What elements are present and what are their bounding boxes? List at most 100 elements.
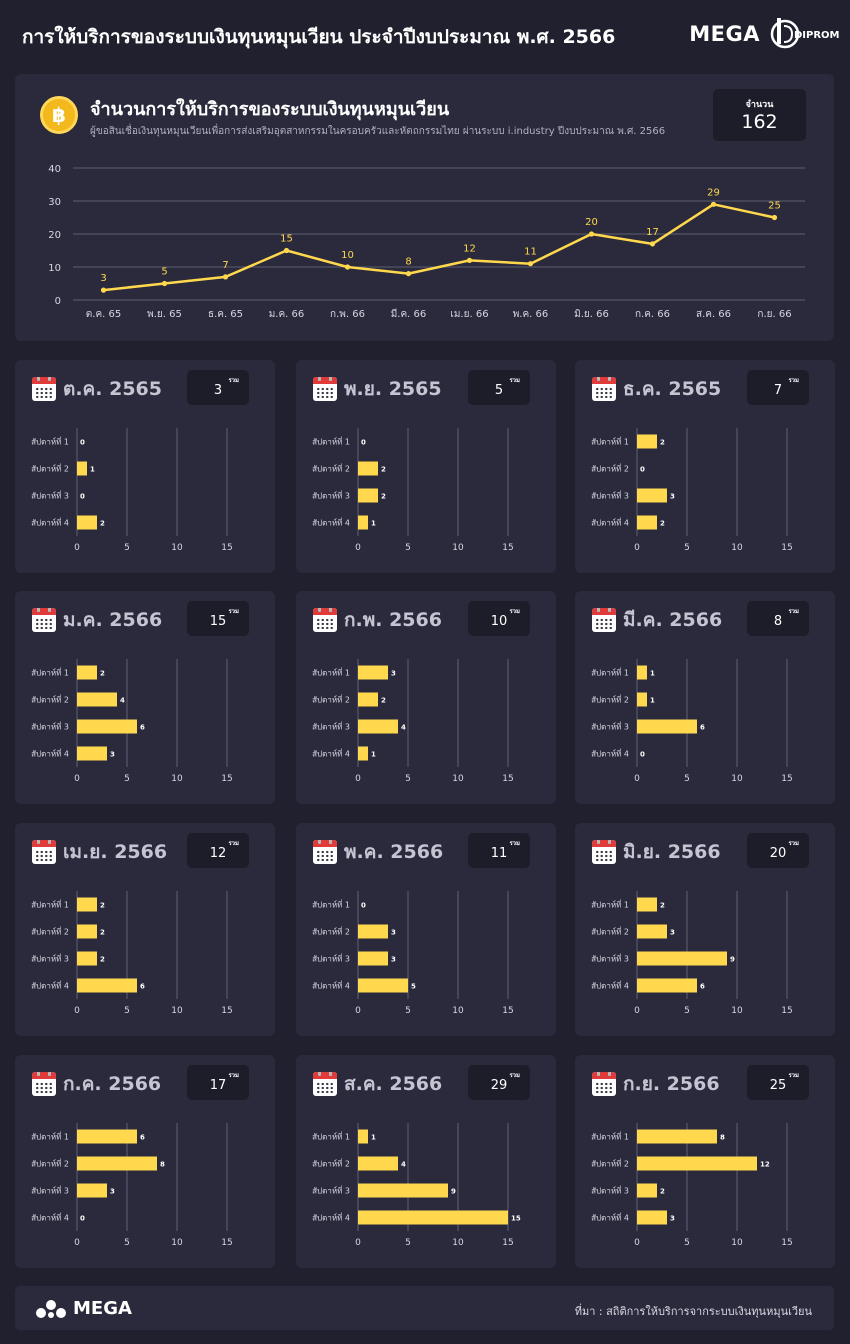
- month-total-value: 7: [773, 383, 783, 398]
- x-tick-label: ก.ย. 66: [757, 309, 791, 320]
- month-total-value: 11: [490, 846, 508, 861]
- week-label: สัปดาห์ที่ 1: [312, 1131, 350, 1142]
- x-tick-label: 10: [452, 1006, 464, 1016]
- week-bar: [637, 1183, 657, 1198]
- week-label: สัปดาห์ที่ 2: [31, 463, 69, 474]
- month-total-label: รวม: [509, 377, 520, 384]
- month-total-label: รวม: [509, 840, 520, 847]
- bar-value-label: 5: [411, 983, 416, 991]
- month-title: ก.พ. 2566: [344, 609, 442, 631]
- week-label: สัปดาห์ที่ 3: [31, 1185, 69, 1196]
- bar-value-label: 6: [140, 983, 145, 991]
- month-card: มิ.ย. 2566 รวม 20 0 5 10 15 สัปดาห์ที่ 1 2 สัปดาห…: [575, 823, 835, 1036]
- week-label: สัปดาห์ที่ 2: [31, 694, 69, 705]
- week-bar: [358, 1210, 508, 1225]
- x-tick-label: พ.ค. 66: [513, 309, 549, 320]
- month-card: ต.ค. 2565 รวม 3 0 5 10 15 สัปดาห์ที่ 1 0 สัปดาห์ท…: [15, 360, 275, 573]
- week-label: สัปดาห์ที่ 2: [312, 1158, 350, 1169]
- week-label: สัปดาห์ที่ 1: [591, 436, 629, 447]
- header-brand: MEGA DIPROM: [689, 14, 840, 54]
- bar-value-label: 2: [660, 439, 665, 447]
- week-label: สัปดาห์ที่ 3: [31, 721, 69, 732]
- week-label: สัปดาห์ที่ 4: [591, 980, 629, 991]
- summary-subtitle: ผู้ขอสินเชื่อเงินทุนหมุนเวียนเพื่อการส่ง…: [90, 126, 666, 137]
- week-bar: [637, 692, 647, 707]
- bar-value-label: 0: [361, 902, 366, 910]
- week-bar: [358, 1183, 448, 1198]
- calendar-icon: [32, 840, 56, 864]
- week-bar: [358, 924, 388, 939]
- month-total-value: 17: [209, 1078, 227, 1093]
- week-bar: [77, 665, 97, 680]
- x-tick-label: ก.ค. 66: [635, 309, 670, 320]
- week-label: สัปดาห์ที่ 4: [31, 517, 69, 528]
- x-tick-label: 5: [405, 1006, 411, 1016]
- x-tick-label: 0: [355, 774, 361, 784]
- week-label: สัปดาห์ที่ 3: [312, 490, 350, 501]
- week-label: สัปดาห์ที่ 3: [591, 490, 629, 501]
- week-bar: [637, 897, 657, 912]
- week-bar: [358, 515, 368, 530]
- y-tick-label: 20: [48, 230, 61, 241]
- weekly-bar-chart: 0 5 10 15 สัปดาห์ที่ 1 0 สัปดาห์ที่ 2 1 สัปดาห์ท…: [31, 428, 233, 553]
- y-tick-label: 30: [48, 197, 61, 208]
- bar-value-label: 2: [100, 520, 105, 528]
- x-tick-label: 10: [452, 543, 464, 553]
- month-total-label: รวม: [509, 608, 520, 615]
- week-label: สัปดาห์ที่ 4: [31, 980, 69, 991]
- y-tick-label: 40: [48, 164, 61, 175]
- weekly-bar-chart: 0 5 10 15 สัปดาห์ที่ 1 2 สัปดาห์ที่ 2 4 สัปดาห์ท…: [31, 659, 233, 784]
- week-label: สัปดาห์ที่ 4: [31, 1212, 69, 1223]
- data-point: [527, 261, 534, 267]
- bar-value-label: 0: [640, 751, 645, 759]
- weekly-bar-chart: 0 5 10 15 สัปดาห์ที่ 1 0 สัปดาห์ที่ 2 2 สัปดาห์ท…: [312, 428, 514, 553]
- header: การให้บริการของระบบเงินทุนหมุนเวียน ประจ…: [0, 0, 850, 72]
- x-tick-label: เม.ย. 66: [450, 309, 488, 320]
- week-bar: [77, 461, 87, 476]
- data-label: 20: [585, 217, 598, 228]
- week-label: สัปดาห์ที่ 1: [31, 436, 69, 447]
- calendar-icon: [313, 840, 337, 864]
- series-line: [103, 203, 775, 292]
- week-bar: [637, 515, 657, 530]
- x-tick-label: 15: [502, 1238, 513, 1248]
- bar-value-label: 6: [700, 983, 705, 991]
- week-label: สัปดาห์ที่ 2: [312, 926, 350, 937]
- bar-value-label: 1: [650, 670, 655, 678]
- bar-value-label: 3: [670, 493, 675, 501]
- bar-value-label: 8: [160, 1161, 165, 1169]
- bar-value-label: 3: [670, 929, 675, 937]
- x-tick-label: 10: [171, 774, 183, 784]
- month-total-box: รวม 25: [747, 1065, 809, 1100]
- bar-value-label: 0: [640, 466, 645, 474]
- week-label: สัปดาห์ที่ 1: [312, 667, 350, 678]
- calendar-icon: [313, 377, 337, 401]
- data-point: [161, 280, 168, 287]
- data-point: [283, 247, 290, 254]
- week-bar: [77, 746, 107, 761]
- x-tick-label: 0: [74, 1238, 80, 1248]
- week-bar: [358, 746, 368, 761]
- bar-value-label: 3: [391, 670, 396, 678]
- baht-coin-icon: ฿: [40, 96, 78, 134]
- bar-value-label: 4: [401, 1161, 406, 1169]
- footer-brand-text: MEGA: [73, 1298, 132, 1319]
- data-label: 8: [405, 257, 411, 268]
- x-tick-label: 15: [502, 1006, 513, 1016]
- x-tick-label: ม.ค. 66: [269, 309, 305, 320]
- x-tick-label: ธ.ค. 65: [208, 309, 243, 320]
- x-tick-label: 15: [221, 774, 232, 784]
- week-label: สัปดาห์ที่ 3: [312, 721, 350, 732]
- data-label: 29: [707, 187, 720, 198]
- x-tick-label: 5: [684, 543, 690, 553]
- footer-brand: MEGA: [35, 1298, 132, 1319]
- footer: MEGA ที่มา : สถิติการให้บริการจากระบบเงิ…: [15, 1286, 834, 1330]
- calendar-icon: [592, 1072, 616, 1096]
- week-bar: [358, 461, 378, 476]
- data-point: [100, 287, 107, 293]
- x-tick-label: 15: [502, 543, 513, 553]
- month-total-box: รวม 11: [468, 833, 530, 868]
- bar-value-label: 3: [391, 929, 396, 937]
- bar-value-label: 3: [391, 956, 396, 964]
- bar-value-label: 15: [511, 1215, 521, 1223]
